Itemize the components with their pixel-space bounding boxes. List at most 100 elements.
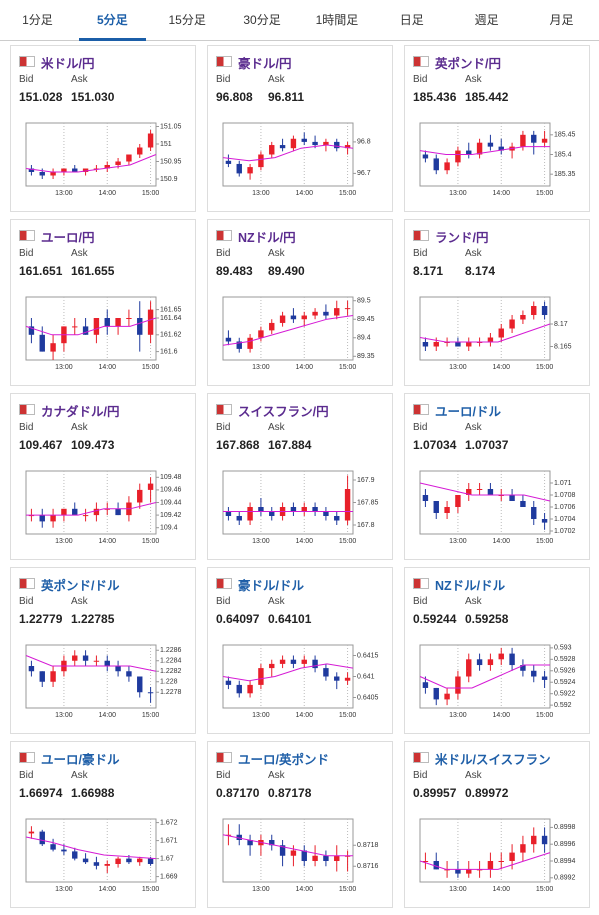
tab[interactable]: 1分足 [22,13,53,27]
y-tick-label: 161.65 [160,306,182,313]
plot-frame [222,818,354,883]
rate-card[interactable]: NZドル/円 Bid Ask 89.483 89.490 13:00 14:00 15:00 8… [207,219,393,386]
y-tick-label: 109.44 [160,499,182,506]
candle-body [279,845,286,856]
candle-body [487,142,494,147]
pair-name[interactable]: NZドル/円 [238,231,296,245]
rate-card[interactable]: ランド/円 Bid Ask 8.171 8.174 13:00 14:00 15:00 8.16… [404,219,590,386]
ask-value: 0.59258 [465,612,509,626]
candle-body [531,306,537,315]
candle-body [498,861,504,862]
pair-name[interactable]: ユーロ/豪ドル [41,753,120,767]
pair-name[interactable]: ランド/円 [435,231,489,245]
candle-body [323,668,329,677]
tab[interactable]: 1時間足 [315,13,359,27]
rate-card[interactable]: ユーロ/ドル Bid Ask 1.07034 1.07037 13:00 14:00 15:0… [404,393,590,560]
tab[interactable]: 日足 [399,13,424,27]
x-tick-label: 13:00 [449,538,467,545]
ask-value: 1.66988 [71,786,115,800]
pair-name[interactable]: ユーロ/円 [41,231,95,245]
candle-body [509,852,515,861]
rate-card[interactable]: 米ドル/スイスフラン Bid Ask 0.89957 0.89972 13:00 14:00… [404,741,590,908]
candle-body [236,684,242,694]
candle-body [466,659,472,677]
candle-body [334,676,340,681]
x-tick-label: 15:00 [339,886,357,893]
candle-body [433,861,439,870]
pair-name[interactable]: ユーロ/ドル [435,405,501,419]
y-tick-label: 161.6 [160,348,178,355]
ask-value: 96.811 [268,90,305,104]
rate-card[interactable]: 豪ドル/ドル Bid Ask 0.64097 0.64101 13:00 14:00 15:0… [207,567,393,734]
ask-value: 1.22785 [71,612,115,626]
rate-card[interactable]: スイスフラン/円 Bid Ask 167.868 167.884 13:00 14:00 15… [207,393,393,560]
candle-body [126,154,132,162]
moving-average [419,146,550,155]
rate-card[interactable]: 豪ドル/円 Bid Ask 96.808 96.811 13:00 14:00 15:00 96… [207,45,393,212]
pair-name[interactable]: 英ポンド/円 [435,57,501,71]
plot-frame [25,122,157,187]
candle-body [301,659,307,664]
candle-body [28,831,35,834]
pair-name[interactable]: ユーロ/英ポンド [238,753,329,767]
candle-body [290,507,297,512]
ask-label: Ask [71,248,88,259]
pair-name[interactable]: カナダドル/円 [41,405,120,419]
bid-label: Bid [19,422,34,433]
rate-card[interactable]: ユーロ/豪ドル Bid Ask 1.66974 1.66988 13:00 14:00 15:… [10,741,196,908]
pair-name[interactable]: スイスフラン/円 [238,405,329,419]
pair-name[interactable]: 米ドル/円 [41,57,95,71]
ask-label: Ask [268,74,285,85]
flag-icon [216,56,232,67]
candle-body [104,165,110,169]
y-tick-label: 161.64 [160,315,182,322]
candle-body [531,134,537,143]
pair-name[interactable]: NZドル/ドル [435,579,506,593]
rate-card[interactable]: 米ドル/円 Bid Ask 151.028 151.030 13:00 14:00 15:00… [10,45,196,212]
rate-card[interactable]: カナダドル/円 Bid Ask 109.467 109.473 13:00 14:00 15:… [10,393,196,560]
tab[interactable]: 週足 [474,13,499,27]
tab[interactable]: 5分足 [78,0,146,41]
candle-body [476,142,483,155]
tab[interactable]: 月足 [549,13,574,27]
candle-body [334,516,340,521]
rate-card[interactable]: NZドル/ドル Bid Ask 0.59244 0.59258 13:00 14:00 15:… [404,567,590,734]
mini-chart: 13:00 14:00 15:00 96.7 96.8 [222,122,371,197]
rate-card[interactable]: 英ポンド/ドル Bid Ask 1.22779 1.22785 13:00 14:00 15:… [10,567,196,734]
y-tick-label: 89.5 [357,298,371,305]
x-tick-label: 14:00 [98,364,116,371]
candle-body [312,311,318,316]
bid-value: 1.07034 [413,438,457,452]
moving-average [25,836,157,860]
y-tick-label: 1.2278 [160,689,182,696]
y-tick-label: 1.2282 [160,668,182,675]
pair-name[interactable]: 英ポンド/ドル [41,579,120,593]
plot-frame [419,470,551,535]
rate-card[interactable]: ユーロ/英ポンド Bid Ask 0.87170 0.87178 13:00 14:00 15… [207,741,393,908]
candle-body [39,671,45,682]
x-tick-label: 14:00 [492,886,510,893]
ask-value: 0.64101 [268,612,312,626]
y-tick-label: 1.228 [160,679,178,686]
candle-body [147,692,154,694]
rate-card[interactable]: ユーロ/円 Bid Ask 161.651 161.655 13:00 14:00 15:00… [10,219,196,386]
candle-body [137,858,143,863]
pair-name[interactable]: 豪ドル/ドル [238,579,304,593]
candle-body [39,515,45,522]
candle-body [531,670,537,677]
candle-body [466,150,472,155]
pair-name[interactable]: 豪ドル/円 [238,57,292,71]
candle-body [422,342,429,347]
tab[interactable]: 30分足 [243,13,281,27]
rate-card[interactable]: 英ポンド/円 Bid Ask 185.436 185.442 13:00 14:00 15:0… [404,45,590,212]
pair-name[interactable]: 米ドル/スイスフラン [435,753,551,767]
tab[interactable]: 15分足 [168,13,206,27]
candle-body [126,318,132,319]
y-tick-label: 0.8996 [554,841,576,848]
x-tick-label: 15:00 [339,364,357,371]
x-tick-label: 15:00 [339,538,357,545]
candle-body [39,334,45,352]
bid-label: Bid [216,74,231,85]
candle-body [520,844,526,853]
candle-body [509,319,515,329]
